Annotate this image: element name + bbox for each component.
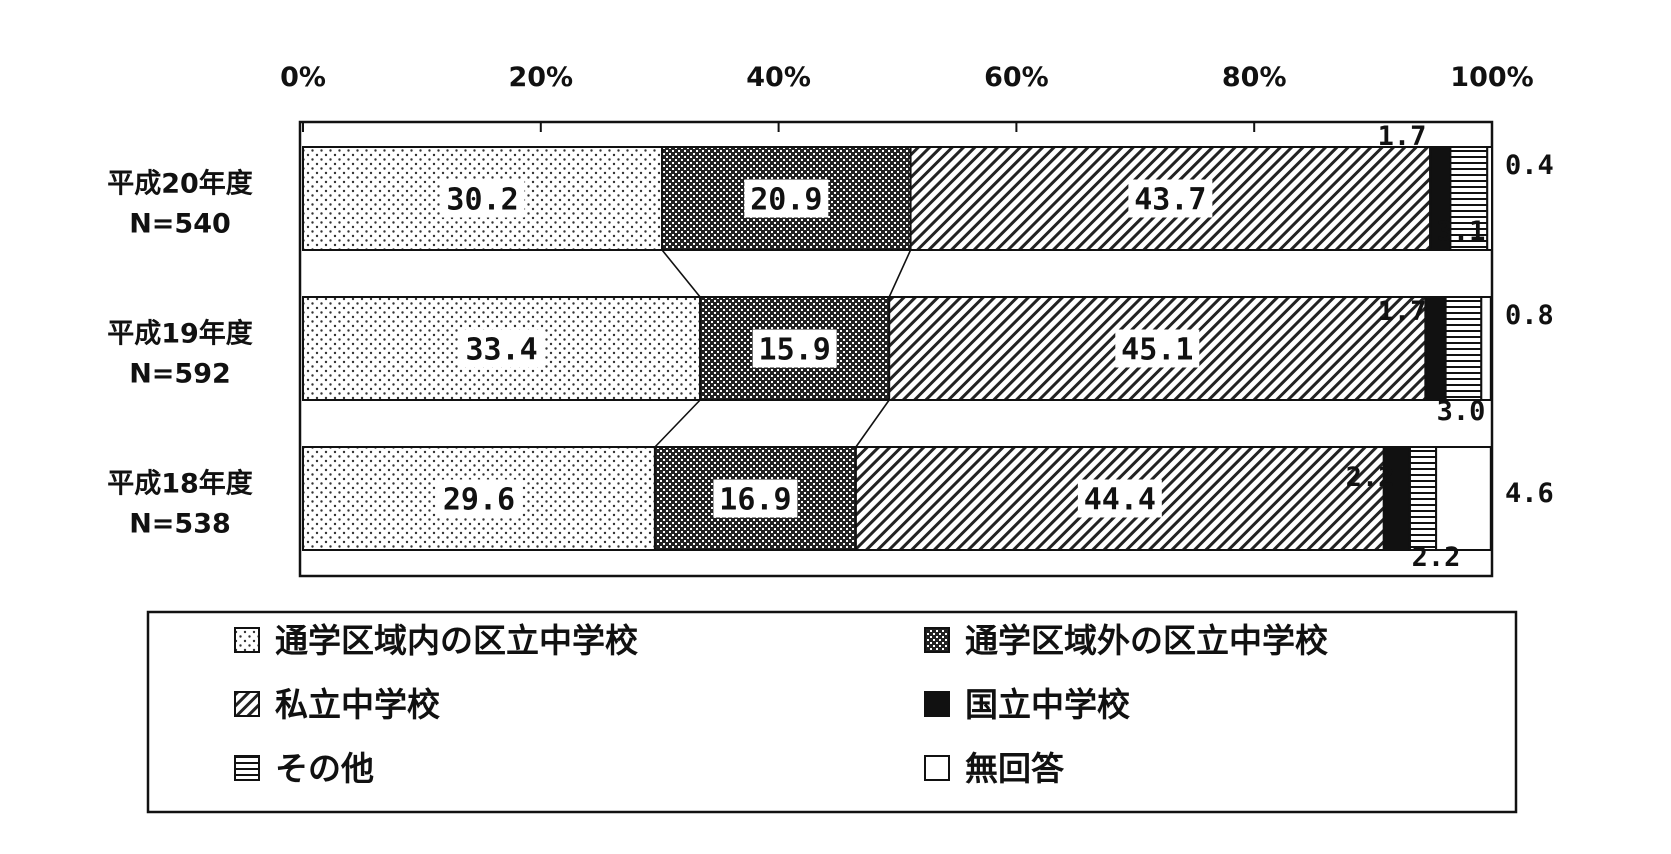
bar-segment [1480,296,1492,401]
value-labels: 30.2 20.9 43.7 33.4 15.9 45.1 29.6 16.9 44.4 [436,179,1213,518]
small-value-label: 4.6 [1505,478,1554,509]
legend-swatch [924,627,950,653]
value-label-bg [752,329,837,368]
value-label-bg [744,179,829,218]
legend-label: 通学区域外の区立中学校 [965,621,1328,660]
value-label: 16.9 [719,483,791,518]
connector-line [661,249,701,298]
value-label-bg [1128,179,1213,218]
category-label: 平成19年度 [107,318,253,350]
value-label-bg [1115,329,1200,368]
value-label: 15.9 [759,333,831,368]
connector-line [855,399,890,448]
small-value-label: 0.8 [1505,300,1554,331]
small-value-label: 3.0 [1437,396,1486,427]
small-value-labels: 1.7 3.1 0.4 1.7 3.0 0.8 2.2 2.2 4.6 [1346,121,1554,573]
value-label: 43.7 [1134,183,1206,218]
connector-line [888,249,912,298]
small-value-label: 2.2 [1412,542,1461,573]
category-labels: 平成20年度 N=540 平成19年度 N=592 平成18年度 N=538 [107,168,253,540]
category-label: 平成18年度 [107,468,253,500]
x-axis: 0% 20% 40% 60% 80% 100% [280,62,1534,132]
legend-swatch [924,755,950,781]
plot-frame [298,120,1494,578]
legend-swatch [234,691,260,717]
value-label: 30.2 [446,183,518,218]
x-tick-label: 60% [984,62,1049,93]
bar-segment [1449,146,1489,251]
category-n-label: N=540 [129,209,231,240]
small-value-label: 0.4 [1505,150,1554,181]
small-value-label: 3.1 [1437,216,1486,247]
x-tick-label: 20% [508,62,573,93]
small-value-label: 1.7 [1378,296,1427,327]
legend-label: 無回答 [965,749,1065,788]
small-value-label: 1.7 [1378,121,1427,152]
x-tick-label: 100% [1450,62,1533,93]
legend-label: 私立中学校 [275,685,440,724]
bar-segment [1435,446,1492,551]
legend-label: 通学区域内の区立中学校 [275,621,638,660]
value-label-bg [459,329,544,368]
legend-swatch [234,755,260,781]
legend-swatch [234,627,260,653]
value-label-bg [436,479,521,518]
value-label: 20.9 [750,183,822,218]
bar-segment [1444,296,1483,401]
x-tick-label: 80% [1222,62,1287,93]
bar-segment [1424,296,1447,401]
legend-swatch [924,691,950,717]
bar-segment [1408,446,1438,551]
category-label: 平成20年度 [107,168,253,200]
value-label: 33.4 [465,333,537,368]
connector-lines [654,249,912,448]
legend-label: その他 [275,749,374,788]
legend-box [146,610,1518,814]
small-value-label: 2.2 [1346,462,1395,493]
value-label: 45.1 [1121,333,1193,368]
value-label-bg [1077,479,1162,518]
value-label: 29.6 [443,483,515,518]
value-label: 44.4 [1084,483,1156,518]
legend-label: 国立中学校 [965,685,1130,724]
category-n-label: N=538 [129,509,231,540]
value-label-bg [440,179,525,218]
x-tick-label: 40% [746,62,811,93]
bar-segment [1486,146,1494,251]
value-label-bg [713,479,798,518]
connector-line [654,399,701,448]
x-tick-label: 0% [280,62,326,93]
category-n-label: N=592 [129,359,231,390]
